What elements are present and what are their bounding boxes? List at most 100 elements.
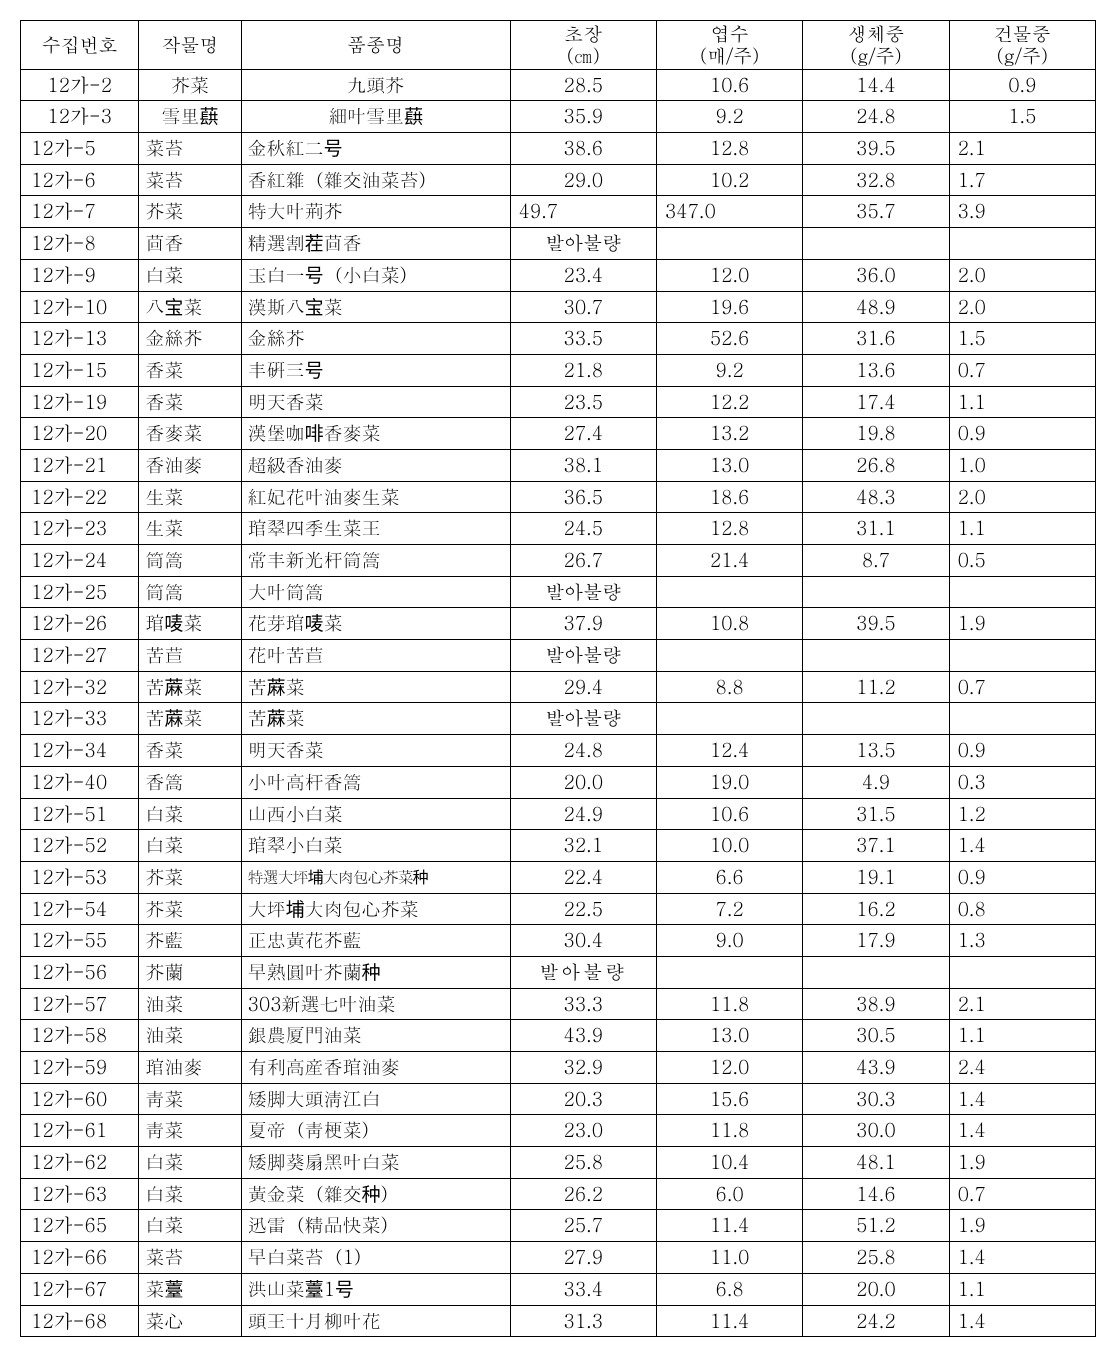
cell-variety-name: 夏帝（靑梗菜) — [241, 1115, 510, 1147]
cell-dry-weight: 1.5 — [949, 323, 1095, 355]
cell-variety-name: 苦蔴菜 — [241, 671, 510, 703]
header-leaf-count: 엽수 (매/주) — [656, 21, 802, 70]
cell-plant-height: 29.0 — [510, 164, 656, 196]
cell-variety-name: 明天香菜 — [241, 386, 510, 418]
cell-dry-weight: 0.9 — [949, 735, 1095, 767]
cell-plant-height: 발아불량 — [510, 640, 656, 672]
cell-variety-name: 明天香菜 — [241, 735, 510, 767]
cell-crop-name: 香菜 — [139, 354, 241, 386]
cell-collection-number: 12가-32 — [21, 671, 139, 703]
cell-fresh-weight: 30.5 — [803, 1020, 949, 1052]
cell-collection-number: 12가-7 — [21, 196, 139, 228]
cell-fresh-weight: 51.2 — [803, 1210, 949, 1242]
header-variety-name: 품종명 — [241, 21, 510, 70]
cell-variety-name: 正忠黃花芥藍 — [241, 925, 510, 957]
cell-variety-name: 花叶苦苣 — [241, 640, 510, 672]
cell-leaf-count: 12.2 — [656, 386, 802, 418]
cell-crop-name: 雪里蕻 — [139, 101, 241, 133]
cell-leaf-count: 10.6 — [656, 69, 802, 101]
cell-collection-number: 12가-33 — [21, 703, 139, 735]
cell-fresh-weight: 36.0 — [803, 259, 949, 291]
table-row: 12가-20香麥菜漢堡咖啡香麥菜27.413.219.80.9 — [21, 418, 1096, 450]
cell-crop-name: 筒篙 — [139, 545, 241, 577]
cell-variety-name: 特選大坪埔大肉包心芥菜种 — [241, 861, 510, 893]
cell-crop-name: 琯油麥 — [139, 1052, 241, 1084]
cell-leaf-count: 10.8 — [656, 608, 802, 640]
cell-dry-weight: 0.7 — [949, 1178, 1095, 1210]
cell-fresh-weight: 4.9 — [803, 766, 949, 798]
cell-dry-weight: 0.7 — [949, 671, 1095, 703]
table-row: 12가-66菜苔早白菜苔（1)27.911.025.81.4 — [21, 1242, 1096, 1274]
cell-fresh-weight: 14.4 — [803, 69, 949, 101]
table-header: 수집번호 작물명 품종명 초장 (㎝) 엽수 (매/주) 생체중 (g/주) 건… — [21, 21, 1096, 70]
cell-collection-number: 12가-60 — [21, 1083, 139, 1115]
table-row: 12가-56芥蘭早熟圓叶芥蘭种발아불량 — [21, 956, 1096, 988]
table-row: 12가-61靑菜夏帝（靑梗菜)23.011.830.01.4 — [21, 1115, 1096, 1147]
cell-plant-height: 31.3 — [510, 1305, 656, 1337]
cell-crop-name: 芥菜 — [139, 893, 241, 925]
cell-variety-name: 銀農厦門油菜 — [241, 1020, 510, 1052]
table-row: 12가-25筒篙大叶筒篙발아불량 — [21, 576, 1096, 608]
cell-fresh-weight: 48.9 — [803, 291, 949, 323]
cell-leaf-count: 13.0 — [656, 1020, 802, 1052]
cell-crop-name: 白菜 — [139, 1147, 241, 1179]
cell-collection-number: 12가-61 — [21, 1115, 139, 1147]
cell-variety-name: 303新選七叶油菜 — [241, 988, 510, 1020]
cell-fresh-weight — [803, 576, 949, 608]
cell-crop-name: 白菜 — [139, 1178, 241, 1210]
cell-variety-name: 花芽琯唛菜 — [241, 608, 510, 640]
table-row: 12가-6菜苔香紅雜（雜交油菜苔)29.010.232.81.7 — [21, 164, 1096, 196]
cell-leaf-count — [656, 576, 802, 608]
cell-leaf-count: 19.6 — [656, 291, 802, 323]
cell-crop-name: 金絲芥 — [139, 323, 241, 355]
cell-leaf-count: 11.8 — [656, 988, 802, 1020]
cell-crop-name: 白菜 — [139, 830, 241, 862]
cell-crop-name: 油菜 — [139, 1020, 241, 1052]
cell-fresh-weight: 31.6 — [803, 323, 949, 355]
cell-dry-weight: 1.1 — [949, 386, 1095, 418]
cell-leaf-count: 12.0 — [656, 259, 802, 291]
table-row: 12가-59琯油麥有利高産香琯油麥32.912.043.92.4 — [21, 1052, 1096, 1084]
cell-fresh-weight: 17.4 — [803, 386, 949, 418]
cell-plant-height: 49.7 — [510, 196, 656, 228]
cell-variety-name: 早白菜苔（1) — [241, 1242, 510, 1274]
cell-variety-name: 頭王十月柳叶花 — [241, 1305, 510, 1337]
cell-variety-name: 迅雷（精品快菜) — [241, 1210, 510, 1242]
cell-crop-name: 香篙 — [139, 766, 241, 798]
cell-collection-number: 12가-62 — [21, 1147, 139, 1179]
cell-dry-weight: 1.4 — [949, 830, 1095, 862]
cell-dry-weight: 0.8 — [949, 893, 1095, 925]
cell-fresh-weight: 26.8 — [803, 449, 949, 481]
cell-crop-name: 菜苔 — [139, 1242, 241, 1274]
cell-crop-name: 白菜 — [139, 798, 241, 830]
cell-crop-name: 白菜 — [139, 259, 241, 291]
cell-crop-name: 芥藍 — [139, 925, 241, 957]
cell-fresh-weight: 25.8 — [803, 1242, 949, 1274]
cell-leaf-count: 12.4 — [656, 735, 802, 767]
table-row: 12가-26琯唛菜花芽琯唛菜37.910.839.51.9 — [21, 608, 1096, 640]
table-row: 12가-27苦苣花叶苦苣발아불량 — [21, 640, 1096, 672]
cell-leaf-count: 12.8 — [656, 513, 802, 545]
cell-collection-number: 12가-5 — [21, 133, 139, 165]
cell-variety-name: 琯翠四季生菜王 — [241, 513, 510, 545]
cell-leaf-count: 13.2 — [656, 418, 802, 450]
table-row: 12가-7芥菜特大叶荊芥49.7347.035.73.9 — [21, 196, 1096, 228]
cell-dry-weight — [949, 956, 1095, 988]
cell-plant-height: 35.9 — [510, 101, 656, 133]
cell-dry-weight: 1.9 — [949, 1210, 1095, 1242]
cell-fresh-weight: 16.2 — [803, 893, 949, 925]
cell-fresh-weight: 38.9 — [803, 988, 949, 1020]
cell-leaf-count: 15.6 — [656, 1083, 802, 1115]
header-fresh-weight-unit: (g/주) — [850, 42, 902, 69]
cell-dry-weight: 1.1 — [949, 1020, 1095, 1052]
table-row: 12가-53芥菜特選大坪埔大肉包心芥菜种22.46.619.10.9 — [21, 861, 1096, 893]
cell-leaf-count: 13.0 — [656, 449, 802, 481]
cell-fresh-weight: 35.7 — [803, 196, 949, 228]
cell-collection-number: 12가-15 — [21, 354, 139, 386]
cell-collection-number: 12가-6 — [21, 164, 139, 196]
cell-fresh-weight: 24.8 — [803, 101, 949, 133]
cell-collection-number: 12가-58 — [21, 1020, 139, 1052]
cell-fresh-weight: 17.9 — [803, 925, 949, 957]
cell-collection-number: 12가-56 — [21, 956, 139, 988]
cell-collection-number: 12가-2 — [21, 69, 139, 101]
